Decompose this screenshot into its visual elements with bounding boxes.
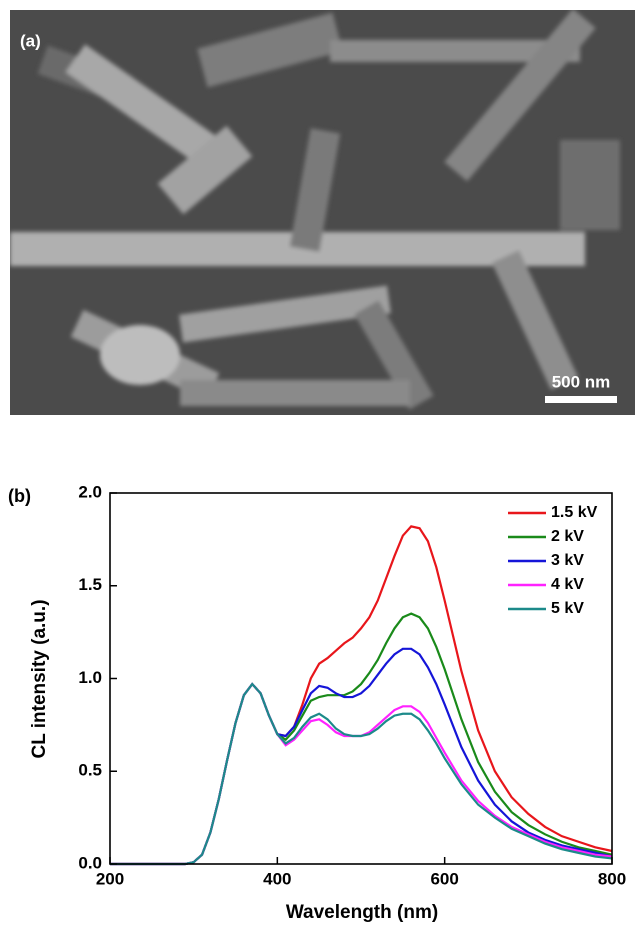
x-axis-label: Wavelength (nm) xyxy=(286,902,438,922)
legend-label: 1.5 kV xyxy=(551,504,598,521)
y-tick-label: 1.0 xyxy=(78,668,102,687)
panel-label: (b) xyxy=(8,486,31,506)
figure: (a) 500 nm (b) Wavelength (nm) CL intens… xyxy=(0,0,635,922)
series-line xyxy=(110,614,612,864)
scale-bar xyxy=(545,396,617,403)
y-tick-label: 0.5 xyxy=(78,761,102,780)
legend-label: 5 kV xyxy=(551,600,584,617)
x-tick-label: 800 xyxy=(598,869,626,888)
y-tick-label: 2.0 xyxy=(78,482,102,501)
series-line xyxy=(110,526,612,864)
x-tick-label: 400 xyxy=(263,869,291,888)
x-tick-label: 600 xyxy=(430,869,458,888)
legend-label: 4 kV xyxy=(551,576,584,593)
series-line xyxy=(110,684,612,864)
legend-label: 3 kV xyxy=(551,552,584,569)
legend-label: 2 kV xyxy=(551,528,584,545)
series-line xyxy=(110,649,612,864)
y-axis-label: CL intensity (a.u.) xyxy=(29,599,50,758)
scale-bar-label: 500 nm xyxy=(552,372,611,391)
sem-image: (a) 500 nm xyxy=(10,9,635,415)
plot-frame xyxy=(110,493,612,864)
panel-label: (a) xyxy=(20,31,41,50)
y-tick-label: 1.5 xyxy=(78,575,102,594)
y-tick-label: 0.0 xyxy=(78,853,102,872)
